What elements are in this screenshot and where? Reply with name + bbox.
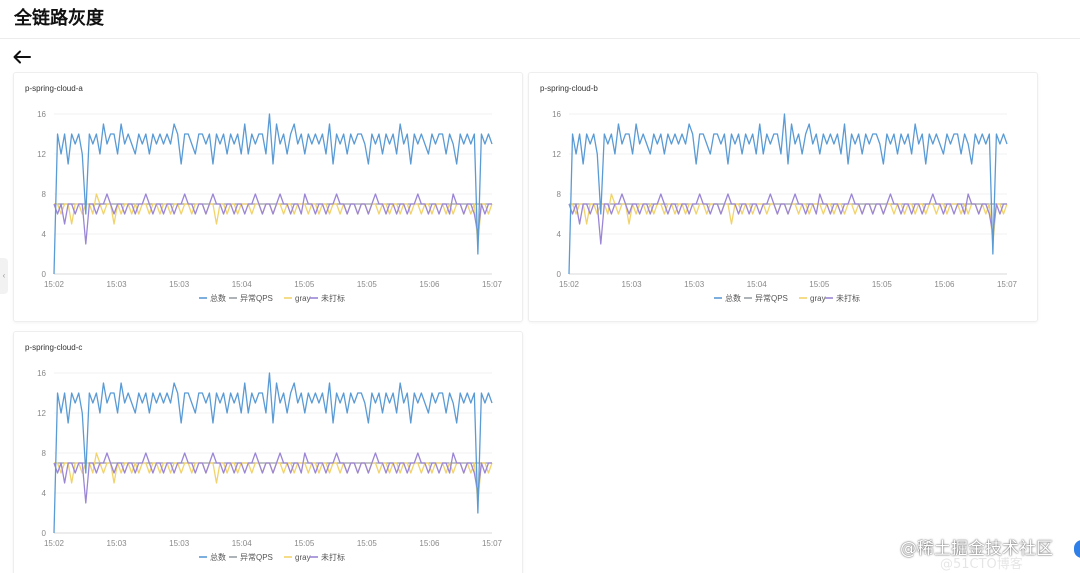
line-chart: 0 4 8 12 16 15:02 15:03 15:03 15:04 15:05 15:05 15:… bbox=[552, 110, 1018, 303]
x-tick-label: 15:05 bbox=[357, 539, 378, 548]
x-tick-label: 15:03 bbox=[684, 280, 705, 289]
legend-item[interactable]: 未打标 bbox=[310, 293, 345, 303]
series-line-2 bbox=[54, 452, 493, 504]
x-tick-label: 15:04 bbox=[232, 280, 253, 289]
legend-label: gray bbox=[810, 294, 826, 303]
y-tick-label: 4 bbox=[42, 489, 47, 498]
series-line-0 bbox=[53, 113, 493, 275]
x-tick-label: 15:05 bbox=[872, 280, 893, 289]
legend-item[interactable]: gray bbox=[799, 294, 826, 303]
chart-card-c: p-spring-cloud-c 0 4 8 12 16 15:02 15:03 15:03 1… bbox=[13, 331, 523, 573]
y-tick-label: 0 bbox=[557, 270, 562, 279]
x-tick-label: 15:03 bbox=[169, 280, 190, 289]
legend-item[interactable]: gray bbox=[284, 294, 311, 303]
y-tick-label: 8 bbox=[557, 190, 562, 199]
y-tick-label: 4 bbox=[557, 230, 562, 239]
legend-item[interactable]: 异常QPS bbox=[744, 294, 788, 303]
chart-title: p-spring-cloud-a bbox=[25, 84, 83, 93]
series-line-0 bbox=[568, 113, 1008, 275]
x-tick-label: 15:06 bbox=[419, 539, 440, 548]
y-tick-label: 8 bbox=[42, 449, 47, 458]
x-tick-label: 15:03 bbox=[107, 539, 128, 548]
legend-label: 未打标 bbox=[321, 293, 345, 303]
chart-card-b: p-spring-cloud-b 0 4 8 12 16 15:02 15:03 15:03 1… bbox=[528, 72, 1038, 322]
legend-item[interactable]: 异常QPS bbox=[229, 294, 273, 303]
legend-label: 总数 bbox=[210, 552, 226, 562]
x-tick-label: 15:06 bbox=[419, 280, 440, 289]
legend-label: gray bbox=[295, 553, 311, 562]
x-tick-label: 15:03 bbox=[622, 280, 643, 289]
x-tick-label: 15:03 bbox=[107, 280, 128, 289]
y-tick-label: 8 bbox=[42, 190, 47, 199]
y-tick-label: 16 bbox=[37, 369, 46, 378]
x-tick-label: 15:05 bbox=[294, 280, 315, 289]
back-button[interactable] bbox=[10, 46, 34, 68]
x-tick-label: 15:05 bbox=[809, 280, 830, 289]
legend-label: 异常QPS bbox=[240, 294, 273, 303]
side-collapse-tab[interactable]: ‹ bbox=[0, 258, 8, 294]
series-line-3 bbox=[53, 452, 492, 504]
watermark-faint: @51CTO博客 bbox=[940, 557, 1023, 572]
x-tick-label: 15:06 bbox=[934, 280, 955, 289]
y-tick-label: 0 bbox=[42, 529, 47, 538]
x-tick-label: 15:07 bbox=[482, 280, 503, 289]
series-line-3 bbox=[53, 193, 492, 245]
legend-item[interactable]: gray bbox=[284, 553, 311, 562]
series-line-2 bbox=[569, 193, 1008, 245]
y-tick-label: 0 bbox=[42, 270, 47, 279]
line-chart: 0 4 8 12 16 15:02 15:03 15:03 15:04 15:05 15:05 15:… bbox=[37, 369, 503, 562]
y-tick-label: 12 bbox=[37, 409, 46, 418]
legend-label: gray bbox=[295, 294, 311, 303]
line-chart: 0 4 8 12 16 15:02 15:03 15:03 15:04 15:05 15:05 15:… bbox=[37, 110, 503, 303]
legend-item[interactable]: 总数 bbox=[199, 293, 226, 303]
y-tick-label: 16 bbox=[552, 110, 561, 119]
legend-label: 未打标 bbox=[321, 552, 345, 562]
legend-label: 总数 bbox=[725, 293, 741, 303]
series-line-3 bbox=[568, 193, 1007, 245]
chevron-left-icon: ‹ bbox=[2, 271, 6, 280]
y-tick-label: 12 bbox=[552, 150, 561, 159]
chart-title: p-spring-cloud-b bbox=[540, 84, 598, 93]
legend-label: 异常QPS bbox=[755, 294, 788, 303]
arrow-left-icon bbox=[13, 50, 31, 64]
x-tick-label: 15:05 bbox=[357, 280, 378, 289]
header-divider bbox=[0, 38, 1080, 39]
legend-label: 异常QPS bbox=[240, 553, 273, 562]
series-line-0 bbox=[53, 372, 493, 534]
chart-title: p-spring-cloud-c bbox=[25, 343, 83, 352]
series-line-2 bbox=[54, 193, 493, 245]
legend-label: 总数 bbox=[210, 293, 226, 303]
y-tick-label: 4 bbox=[42, 230, 47, 239]
legend-item[interactable]: 总数 bbox=[199, 552, 226, 562]
legend-item[interactable]: 未打标 bbox=[310, 552, 345, 562]
x-tick-label: 15:02 bbox=[44, 280, 65, 289]
x-tick-label: 15:07 bbox=[997, 280, 1018, 289]
x-tick-label: 15:07 bbox=[482, 539, 503, 548]
y-tick-label: 16 bbox=[37, 110, 46, 119]
x-tick-label: 15:04 bbox=[747, 280, 768, 289]
x-tick-label: 15:04 bbox=[232, 539, 253, 548]
legend-item[interactable]: 异常QPS bbox=[229, 553, 273, 562]
x-tick-label: 15:05 bbox=[294, 539, 315, 548]
page-title: 全链路灰度 bbox=[14, 8, 104, 29]
floating-badge[interactable] bbox=[1074, 540, 1080, 558]
chart-card-a: p-spring-cloud-a 0 4 8 12 16 15:02 15:03 15:03 1… bbox=[13, 72, 523, 322]
legend-label: 未打标 bbox=[836, 293, 860, 303]
legend-item[interactable]: 未打标 bbox=[825, 293, 860, 303]
x-tick-label: 15:02 bbox=[44, 539, 65, 548]
x-tick-label: 15:02 bbox=[559, 280, 580, 289]
watermark: @稀土掘金技术社区 bbox=[900, 539, 1053, 559]
x-tick-label: 15:03 bbox=[169, 539, 190, 548]
legend-item[interactable]: 总数 bbox=[714, 293, 741, 303]
y-tick-label: 12 bbox=[37, 150, 46, 159]
